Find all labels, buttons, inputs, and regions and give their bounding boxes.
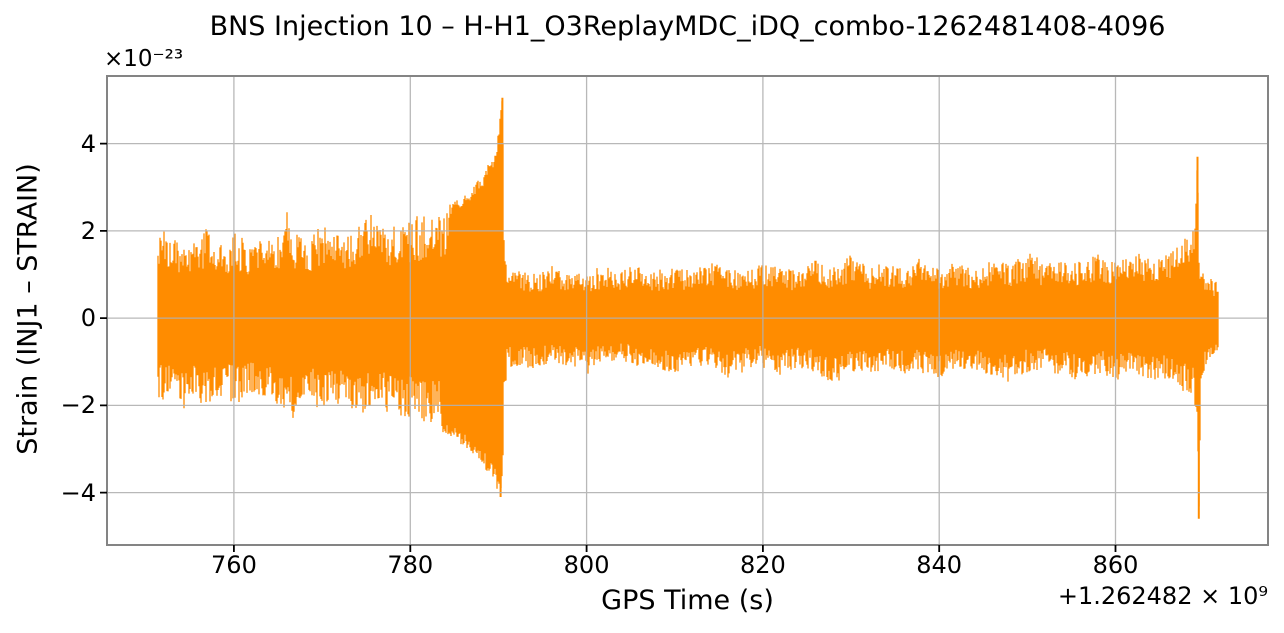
x-tick-label: 780 xyxy=(387,551,434,579)
x-tick-label: 800 xyxy=(563,551,610,579)
x-tick-label: 840 xyxy=(916,551,963,579)
tick-marks xyxy=(100,142,1117,552)
x-axis-label: GPS Time (s) xyxy=(601,585,774,616)
y-tick-label: 4 xyxy=(80,129,96,158)
x-tick-label: 760 xyxy=(211,551,257,579)
waveform-trace xyxy=(157,101,1219,507)
y-axis-offset-label: ×10⁻²³ xyxy=(104,46,184,72)
x-tick-label: 820 xyxy=(739,551,786,579)
x-axis-offset-label: +1.262482 × 10⁹ xyxy=(1057,582,1268,610)
y-tick-label: −2 xyxy=(60,391,96,420)
gridlines xyxy=(107,76,1268,545)
y-axis-label: Strain (INJ1 – STRAIN) xyxy=(12,163,44,455)
y-tick-label: −4 xyxy=(60,478,96,507)
y-tick-label: 2 xyxy=(80,216,96,245)
x-tick-label: 860 xyxy=(1092,551,1139,579)
y-tick-label: 0 xyxy=(80,304,96,333)
chart-title: BNS Injection 10 – H-H1_O3ReplayMDC_iDQ_… xyxy=(209,11,1166,42)
waveform-spikes xyxy=(499,97,1200,519)
axes-spines xyxy=(106,75,1269,546)
